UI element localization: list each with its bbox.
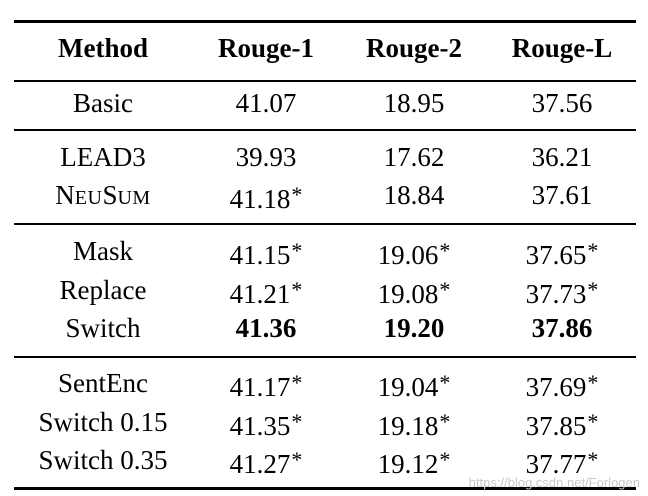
significance-star: * <box>291 447 303 472</box>
table-row: Replace 41.21* 19.08* 37.73* <box>14 272 636 309</box>
header-rouge-2: Rouge-2 <box>366 33 462 63</box>
significance-star: * <box>439 447 451 472</box>
value: 19.06 <box>377 240 439 270</box>
table-row: Switch 41.36 19.20 37.86 <box>14 310 636 346</box>
header-row: Method Rouge-1 Rouge-2 Rouge-L <box>14 30 636 66</box>
table-row: SentEnc 41.17* 19.04* 37.69* <box>14 365 636 402</box>
value: 37.69 <box>525 372 587 402</box>
method-cell: Switch 0.15 <box>38 407 168 437</box>
method-cell-neusum: NEUSUM <box>14 177 192 216</box>
method-cell: Mask <box>73 236 133 266</box>
smallcaps-rest: EU <box>74 187 103 209</box>
rouge-1-cell: 41.27* <box>192 442 340 482</box>
rouge-2-cell-best: 19.20 <box>383 313 445 343</box>
significance-star: * <box>439 409 451 434</box>
smallcaps-initial: S <box>102 180 118 210</box>
rouge-l-cell: 37.69* <box>488 365 636 405</box>
rouge-2-cell: 18.84 <box>383 180 445 210</box>
value: 41.17 <box>229 372 291 402</box>
significance-star: * <box>439 277 451 302</box>
significance-star: * <box>587 370 599 395</box>
rouge-1-cell: 41.18* <box>192 177 340 217</box>
watermark: https://blog.csdn.net/Forlogen <box>468 475 640 490</box>
rouge-l-cell-best: 37.86 <box>531 313 593 343</box>
rouge-1-cell-best: 41.36 <box>235 313 297 343</box>
rouge-2-cell: 19.18* <box>340 404 488 444</box>
rouge-l-cell: 37.73* <box>488 272 636 312</box>
method-cell: LEAD3 <box>60 142 146 172</box>
table-row: Mask 41.15* 19.06* 37.65* <box>14 233 636 270</box>
value: 41.18 <box>229 184 291 214</box>
value: 37.77 <box>525 449 587 479</box>
rouge-1-cell: 41.17* <box>192 365 340 405</box>
method-cell: SentEnc <box>58 368 148 398</box>
rouge-1-cell: 41.15* <box>192 233 340 273</box>
method-cell: Switch 0.35 <box>38 445 168 475</box>
significance-star: * <box>587 409 599 434</box>
rouge-2-cell: 19.06* <box>340 233 488 273</box>
smallcaps-initial: N <box>55 180 75 210</box>
value: 41.27 <box>229 449 291 479</box>
rouge-1-cell: 41.35* <box>192 404 340 444</box>
rouge-2-cell: 19.08* <box>340 272 488 312</box>
rouge-2-cell: 17.62 <box>383 142 445 172</box>
significance-star: * <box>439 370 451 395</box>
table-row: Switch 0.35 41.27* 19.12* 37.77* <box>14 442 636 479</box>
rouge-2-cell: 19.12* <box>340 442 488 482</box>
value: 41.15 <box>229 240 291 270</box>
significance-star: * <box>291 277 303 302</box>
value: 19.04 <box>377 372 439 402</box>
table-row: Switch 0.15 41.35* 19.18* 37.85* <box>14 404 636 441</box>
rouge-1-cell: 41.07 <box>235 88 297 118</box>
significance-star: * <box>291 238 303 263</box>
top-rule <box>14 20 636 23</box>
significance-star: * <box>291 370 303 395</box>
group-rule <box>14 223 636 225</box>
significance-star: * <box>291 182 303 207</box>
rouge-l-cell: 37.61 <box>531 180 593 210</box>
significance-star: * <box>439 238 451 263</box>
value: 19.08 <box>377 279 439 309</box>
rouge-l-cell: 37.85* <box>488 404 636 444</box>
header-rule <box>14 80 636 82</box>
bottom-rule <box>14 487 636 490</box>
significance-star: * <box>587 238 599 263</box>
method-cell: Basic <box>73 88 133 118</box>
rouge-1-cell: 41.21* <box>192 272 340 312</box>
header-rouge-l: Rouge-L <box>511 33 613 63</box>
rouge-2-cell: 19.04* <box>340 365 488 405</box>
header-rouge-1: Rouge-1 <box>218 33 314 63</box>
value: 41.35 <box>229 411 291 441</box>
significance-star: * <box>587 277 599 302</box>
value: 37.65 <box>525 240 587 270</box>
rouge-l-cell: 37.56 <box>531 88 593 118</box>
value: 41.21 <box>229 279 291 309</box>
group-rule <box>14 129 636 131</box>
value: 37.85 <box>525 411 587 441</box>
rouge-1-cell: 39.93 <box>235 142 297 172</box>
rouge-l-cell: 36.21 <box>531 142 593 172</box>
smallcaps-rest: UM <box>117 187 151 209</box>
rouge-l-cell: 37.77* <box>488 442 636 482</box>
significance-star: * <box>587 447 599 472</box>
value: 37.73 <box>525 279 587 309</box>
value: 19.12 <box>377 449 439 479</box>
rouge-l-cell: 37.65* <box>488 233 636 273</box>
group-rule <box>14 356 636 358</box>
header-method: Method <box>58 33 148 63</box>
table-row: Basic 41.07 18.95 37.56 <box>14 85 636 121</box>
table-row: NEUSUM 41.18* 18.84 37.61 <box>14 177 636 216</box>
method-cell: Replace <box>59 275 147 305</box>
table-row: LEAD3 39.93 17.62 36.21 <box>14 139 636 175</box>
rouge-2-cell: 18.95 <box>383 88 445 118</box>
significance-star: * <box>291 409 303 434</box>
method-cell: Switch <box>65 313 141 343</box>
value: 19.18 <box>377 411 439 441</box>
